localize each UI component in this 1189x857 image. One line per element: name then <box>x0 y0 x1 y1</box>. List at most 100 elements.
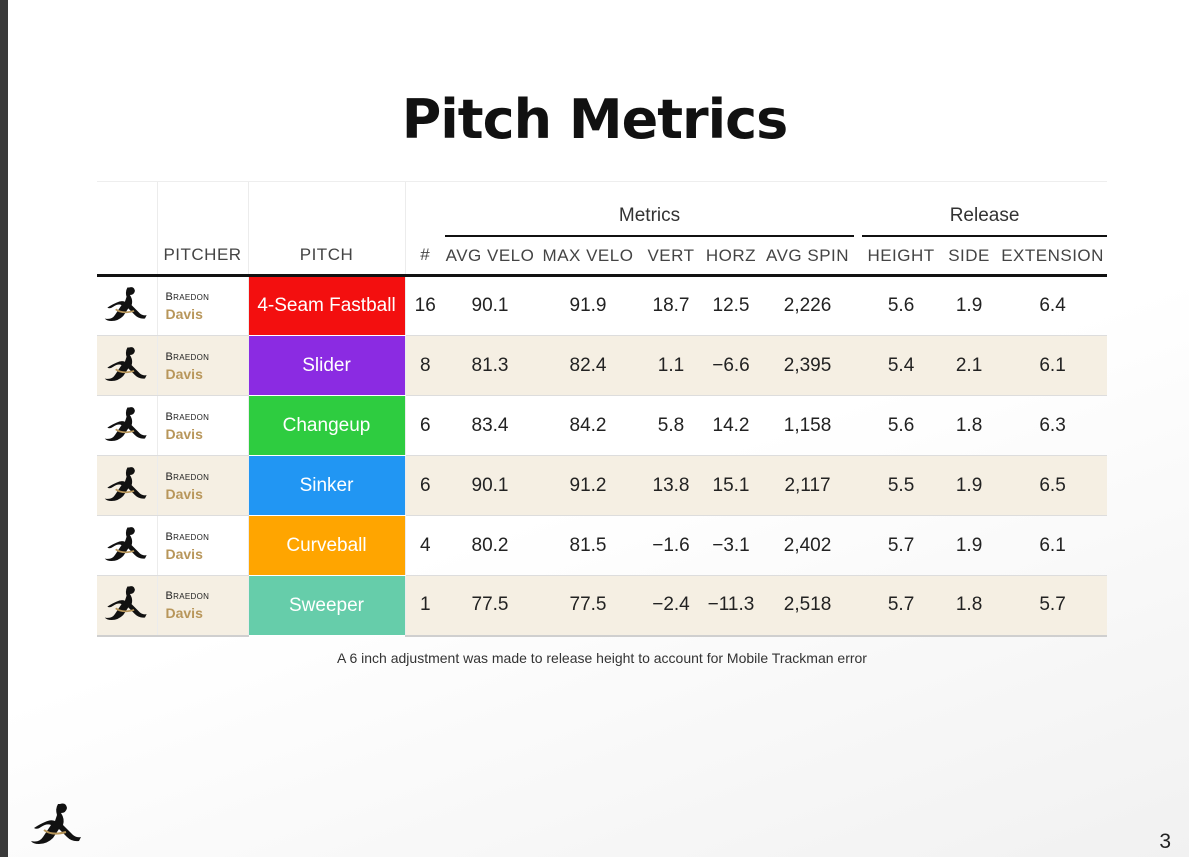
pitcher-last-name: Davis <box>165 485 203 502</box>
group-header-row: Metrics Release <box>97 181 1108 237</box>
side-value: 1.9 <box>940 275 999 336</box>
pitcher-name: Braedon Davis <box>156 395 248 456</box>
table-row: Braedon Davis Slider 8 81.3 82.4 1.1 −6.6 2,395 5… <box>97 335 1108 396</box>
height-value: 5.4 <box>862 335 941 396</box>
avg-velo-value: 90.1 <box>445 275 535 336</box>
pitch-metrics-table: Metrics Release PITCHER PITCH # AVG VELO… <box>97 181 1108 637</box>
horz-value: 14.2 <box>701 395 761 456</box>
height-column-header: HEIGHT <box>862 236 941 277</box>
vert-value: 13.8 <box>641 455 701 516</box>
avg-spin-value: 2,226 <box>761 275 855 336</box>
pitcher-first-name: Braedon <box>165 530 210 543</box>
avg-velo-value: 83.4 <box>445 395 535 456</box>
pitch-type: Sweeper <box>247 575 405 636</box>
avg-velo-value: 77.5 <box>445 575 535 637</box>
side-value: 1.8 <box>940 395 999 456</box>
pitcher-silhouette-icon <box>97 515 157 576</box>
max-velo-value: 77.5 <box>535 575 641 637</box>
height-value: 5.6 <box>862 275 941 336</box>
max-velo-value: 84.2 <box>535 395 641 456</box>
pitcher-silhouette-icon <box>97 335 157 396</box>
pitch-type: 4-Seam Fastball <box>247 275 405 336</box>
max-velo-value: 81.5 <box>535 515 641 576</box>
pitcher-first-name: Braedon <box>165 350 210 363</box>
extension-column-header: EXTENSION <box>998 236 1108 277</box>
horz-value: −11.3 <box>701 575 761 637</box>
horz-value: 12.5 <box>701 275 761 336</box>
pitcher-first-name: Braedon <box>165 410 210 423</box>
table-row: Braedon Davis Curveball 4 80.2 81.5 −1.6 −3.1 2,… <box>97 515 1108 576</box>
vert-value: 5.8 <box>641 395 701 456</box>
pitcher-silhouette-icon <box>97 275 157 336</box>
avg-velo-value: 90.1 <box>445 455 535 516</box>
extension-value: 5.7 <box>998 575 1108 637</box>
horz-value: −6.6 <box>701 335 761 396</box>
pitch-column-header: PITCH <box>247 236 405 277</box>
pitcher-first-name: Braedon <box>165 291 210 303</box>
pitch-count: 1 <box>404 575 445 637</box>
pitcher-silhouette-icon <box>97 395 157 456</box>
side-column-header: SIDE <box>940 236 999 277</box>
vert-value: 18.7 <box>641 275 701 336</box>
pitch-count: 6 <box>404 395 445 456</box>
pitcher-name: Braedon Davis <box>156 515 248 576</box>
horz-column-header: HORZ <box>701 236 761 277</box>
pitcher-silhouette-icon <box>31 803 81 844</box>
avg-spin-value: 1,158 <box>761 395 855 456</box>
pitcher-silhouette-icon <box>97 455 157 516</box>
avg-velo-value: 81.3 <box>445 335 535 396</box>
avg-spin-value: 2,402 <box>761 515 855 576</box>
vert-column-header: VERT <box>641 236 701 277</box>
release-group-label: Release <box>949 205 1020 226</box>
metrics-group-label: Metrics <box>618 205 681 226</box>
pitcher-last-name: Davis <box>165 306 203 322</box>
pitcher-name: Braedon Davis <box>156 335 248 396</box>
height-value: 5.7 <box>862 515 941 576</box>
logo-column-header <box>97 236 157 277</box>
pitch-count: 16 <box>404 275 445 336</box>
page-number: 3 <box>1159 830 1171 853</box>
avg-velo-value: 80.2 <box>445 515 535 576</box>
vert-value: −2.4 <box>641 575 701 637</box>
left-edge-bar <box>0 0 8 857</box>
max-velo-value: 82.4 <box>535 335 641 396</box>
vert-value: −1.6 <box>641 515 701 576</box>
extension-value: 6.4 <box>998 275 1108 336</box>
pitcher-first-name: Braedon <box>165 470 210 483</box>
pitch-type: Slider <box>247 335 405 396</box>
count-column-header: # <box>404 236 445 277</box>
pitch-type: Sinker <box>247 455 405 516</box>
side-value: 2.1 <box>940 335 999 396</box>
extension-value: 6.1 <box>998 515 1108 576</box>
avg-spin-value: 2,117 <box>761 455 855 516</box>
avg-spin-value: 2,395 <box>761 335 855 396</box>
column-header-row: PITCHER PITCH # AVG VELO MAX VELO VERT H… <box>97 236 1108 277</box>
height-value: 5.5 <box>862 455 941 516</box>
pitcher-silhouette-icon <box>97 575 157 637</box>
horz-value: −3.1 <box>701 515 761 576</box>
pitcher-first-name: Braedon <box>165 590 210 603</box>
side-value: 1.8 <box>940 575 999 637</box>
side-value: 1.9 <box>940 515 999 576</box>
extension-value: 6.3 <box>998 395 1108 456</box>
table-row: Braedon Davis Changeup 6 83.4 84.2 5.8 14.2 1,15… <box>97 395 1108 456</box>
max-velo-column-header: MAX VELO <box>535 236 641 277</box>
pitcher-last-name: Davis <box>165 425 203 442</box>
page-title: Pitch Metrics <box>401 88 789 152</box>
height-value: 5.7 <box>862 575 941 637</box>
table-row: Braedon Davis Sweeper 1 77.5 77.5 −2.4 −11.3 2,5… <box>97 575 1108 637</box>
pitcher-last-name: Davis <box>165 545 203 562</box>
pitcher-name: Braedon Davis <box>156 575 248 637</box>
pitcher-column-header: PITCHER <box>156 236 248 277</box>
max-velo-value: 91.9 <box>535 275 641 336</box>
pitch-count: 6 <box>404 455 445 516</box>
table-row: Braedon Davis Sinker 6 90.1 91.2 13.8 15.1 2,117… <box>97 455 1108 516</box>
pitch-count: 8 <box>404 335 445 396</box>
pitcher-name: Braedon Davis <box>156 455 248 516</box>
pitch-count: 4 <box>404 515 445 576</box>
pitch-type: Changeup <box>247 395 405 456</box>
footnote: A 6 inch adjustment was made to release … <box>337 650 867 666</box>
pitch-type: Curveball <box>247 515 405 576</box>
extension-value: 6.5 <box>998 455 1108 516</box>
pitcher-last-name: Davis <box>165 605 203 622</box>
